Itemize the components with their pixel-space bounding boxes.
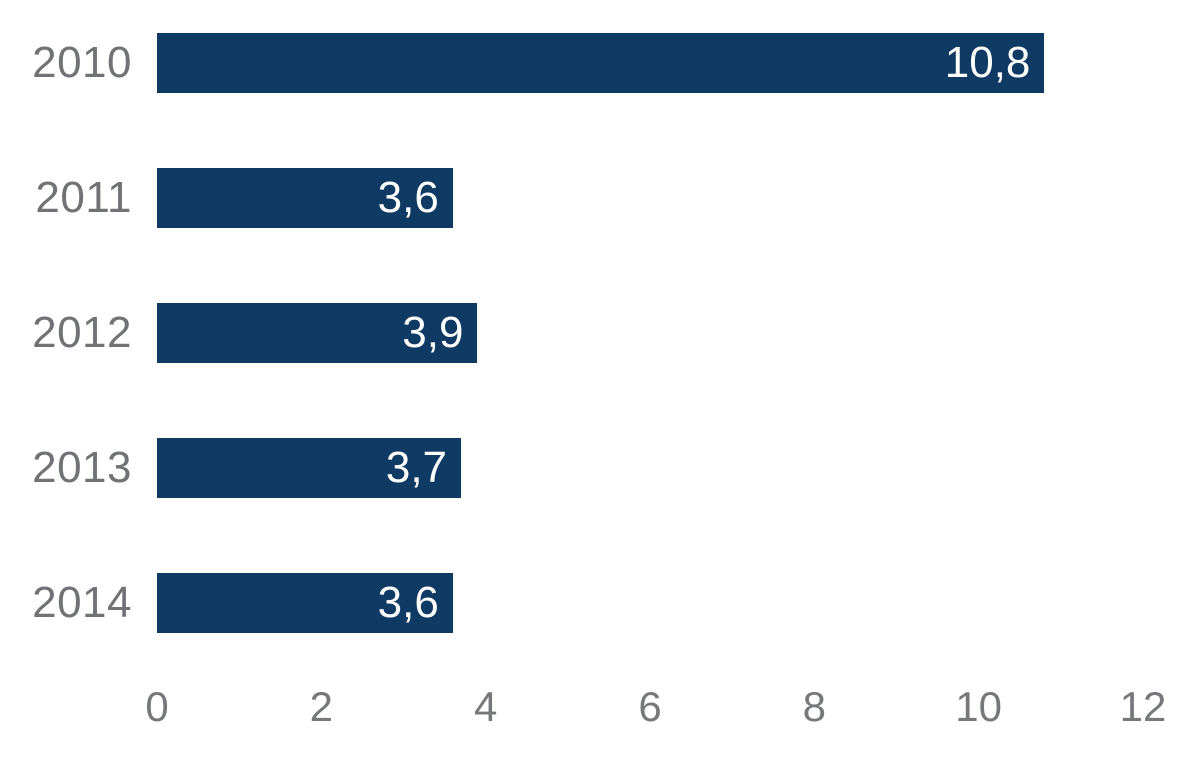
x-axis-tick-label: 2 (309, 683, 334, 730)
bar[interactable]: 3,6 (157, 168, 453, 228)
bar-value-label: 3,6 (377, 578, 439, 627)
x-axis-tick-label: 4 (473, 683, 498, 730)
bar[interactable]: 3,9 (157, 303, 478, 363)
plot-area: 2010 10,8 2011 3,6 2012 3,9 2013 3,7 2014 3,6 (0, 33, 1200, 633)
bar-row: 2011 3,6 (0, 168, 1200, 228)
bar-track: 3,6 (157, 573, 1143, 633)
bar-value-label: 3,7 (385, 443, 448, 492)
x-axis-tick-label: 0 (145, 683, 169, 730)
bar-row: 2010 10,8 (0, 33, 1200, 93)
bar-track: 3,9 (157, 303, 1143, 363)
bar-row: 2014 3,6 (0, 573, 1200, 633)
category-label: 2014 (32, 578, 132, 627)
x-axis-tick-label: 10 (955, 683, 1003, 730)
bar-value-label: 3,6 (377, 173, 439, 222)
bar[interactable]: 3,7 (157, 438, 462, 498)
bar-value-label: 10,8 (944, 38, 1031, 87)
category-label: 2011 (35, 173, 132, 222)
category-label: 2010 (32, 38, 132, 87)
bar[interactable]: 10,8 (157, 33, 1045, 93)
bar-value-label: 3,9 (402, 308, 464, 357)
x-axis: 0 2 4 6 8 10 12 (145, 683, 1166, 738)
bar-row: 2012 3,9 (0, 303, 1200, 363)
bar-track: 3,6 (157, 168, 1143, 228)
bar-row: 2013 3,7 (0, 438, 1200, 498)
category-label: 2012 (32, 308, 132, 357)
x-axis-tick-label: 12 (1119, 683, 1167, 730)
x-axis-tick-label: 8 (802, 683, 827, 730)
bar[interactable]: 3,6 (157, 573, 453, 633)
bar-track: 10,8 (157, 33, 1143, 93)
x-axis-tick-label: 6 (638, 683, 662, 730)
category-label: 2013 (32, 443, 132, 492)
bar-track: 3,7 (157, 438, 1143, 498)
